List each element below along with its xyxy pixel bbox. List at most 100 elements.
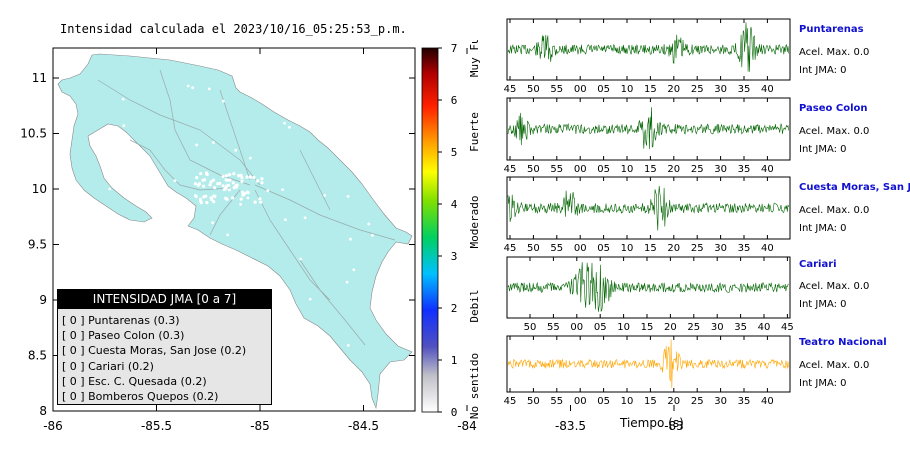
station-dot	[211, 178, 216, 182]
station-dot	[122, 137, 126, 141]
time-tick-label: 00	[574, 84, 587, 95]
waveform-trace	[507, 339, 789, 389]
station-dot	[237, 275, 241, 279]
time-axis-label: Tiempo (s)	[620, 416, 684, 430]
time-tick-label: 40	[758, 322, 771, 333]
legend-item: [ 0 ] Puntarenas (0.3)	[62, 314, 180, 327]
time-tick-label: 20	[664, 322, 677, 333]
station-dot	[245, 190, 249, 194]
station-dot	[246, 196, 250, 200]
station-dot	[258, 197, 262, 201]
time-tick-label: 25	[687, 322, 700, 333]
time-tick-label: 25	[691, 164, 704, 175]
lon-tick-label: -85	[250, 419, 270, 433]
time-tick-label: 30	[714, 396, 727, 407]
station-name: Cuesta Moras, San Jose	[799, 182, 910, 193]
time-tick-label: 05	[597, 243, 610, 254]
station-dot	[253, 200, 257, 204]
map-title: Intensidad calculada el 2023/10/16_05:25…	[60, 22, 407, 36]
station-dot	[308, 297, 312, 301]
station-acceleration: Acel. Max. 0.0	[799, 205, 870, 216]
color-bar	[421, 47, 439, 413]
station-dot	[163, 254, 166, 258]
station-name: Paseo Colon	[799, 103, 868, 114]
waveform-trace	[507, 107, 789, 150]
lon-tick-label: -85.5	[141, 419, 172, 433]
lon-tick-label: -83.5	[555, 419, 586, 433]
station-dot	[352, 268, 356, 272]
station-dot	[299, 257, 303, 261]
station-dot	[113, 181, 116, 185]
lat-tick-label: 9	[39, 293, 47, 307]
time-tick-label: 00	[570, 322, 583, 333]
station-dot	[106, 246, 110, 250]
station-dot	[163, 285, 167, 289]
time-tick-label: 00	[574, 243, 587, 254]
station-dot	[240, 176, 244, 180]
station-dots	[106, 84, 374, 359]
time-tick-label: 55	[550, 243, 563, 254]
time-tick-label: 50	[524, 322, 537, 333]
station-acceleration: Acel. Max. 0.0	[799, 281, 870, 292]
lat-tick-label: 8.5	[28, 349, 47, 363]
station-dot	[240, 179, 244, 183]
station-dot	[345, 280, 349, 284]
legend-item: [ 0 ] Paseo Colon (0.3)	[62, 329, 185, 343]
station-dot	[252, 175, 256, 179]
waveform-panel: 50 55 00 05 10 15 20 25 30 35 40 45	[506, 256, 794, 333]
time-tick-label: 40	[761, 396, 774, 407]
time-tick-label: 35	[738, 243, 751, 254]
time-tick-label: 40	[761, 243, 774, 254]
station-dot	[197, 182, 202, 186]
scale-category-label: Fuerte	[468, 112, 481, 152]
station-acceleration: Acel. Max. 0.0	[799, 360, 870, 371]
station-dot	[231, 196, 235, 200]
station-name: Teatro Nacional	[799, 337, 887, 348]
station-dot	[288, 125, 291, 129]
time-tick-label: 00	[574, 396, 587, 407]
map-roads	[97, 69, 396, 346]
time-tick-label: 15	[644, 164, 657, 175]
station-dot	[234, 185, 238, 189]
station-dot	[239, 197, 243, 201]
station-dot	[237, 174, 241, 178]
station-dot	[204, 171, 209, 175]
station-dot	[216, 182, 220, 186]
time-tick-label: 45	[504, 243, 517, 254]
station-dot	[201, 184, 206, 188]
station-dot	[213, 186, 217, 190]
station-intensity: Int JMA: 0	[799, 223, 847, 234]
time-tick-label: 30	[711, 322, 724, 333]
scale-tick-label: 2	[451, 302, 458, 315]
station-dot	[195, 143, 199, 147]
time-tick-label: 50	[527, 164, 540, 175]
lat-tick-label: 10	[32, 182, 47, 196]
station-dot	[208, 183, 212, 187]
time-tick-label: 40	[761, 164, 774, 175]
station-dot	[221, 99, 225, 103]
waveform-panel: 45 50 55 00 05 10 15 20 25 30 35 40	[504, 335, 791, 407]
station-dot	[225, 285, 228, 289]
station-dot	[221, 174, 225, 178]
station-dot	[228, 173, 232, 177]
legend-item: [ 0 ] Esc. C. Quesada (0.2)	[62, 374, 207, 388]
station-dot	[283, 121, 286, 125]
time-tick-label: 10	[621, 243, 634, 254]
time-tick-label: 55	[547, 322, 560, 333]
time-tick-label: 40	[761, 84, 774, 95]
station-dot	[209, 180, 213, 184]
station-dot	[260, 177, 264, 181]
station-dot	[150, 262, 153, 266]
scale-tick-label: 7	[451, 42, 458, 55]
station-dot	[232, 172, 236, 176]
time-tick-label: 10	[621, 84, 634, 95]
station-dot	[231, 181, 235, 185]
scale-tick-label: 1	[451, 354, 458, 367]
station-dot	[186, 84, 190, 88]
station-dot	[224, 174, 229, 178]
lon-tick-label: -83	[664, 419, 684, 433]
station-dot	[245, 175, 249, 179]
station-dot	[202, 178, 207, 182]
